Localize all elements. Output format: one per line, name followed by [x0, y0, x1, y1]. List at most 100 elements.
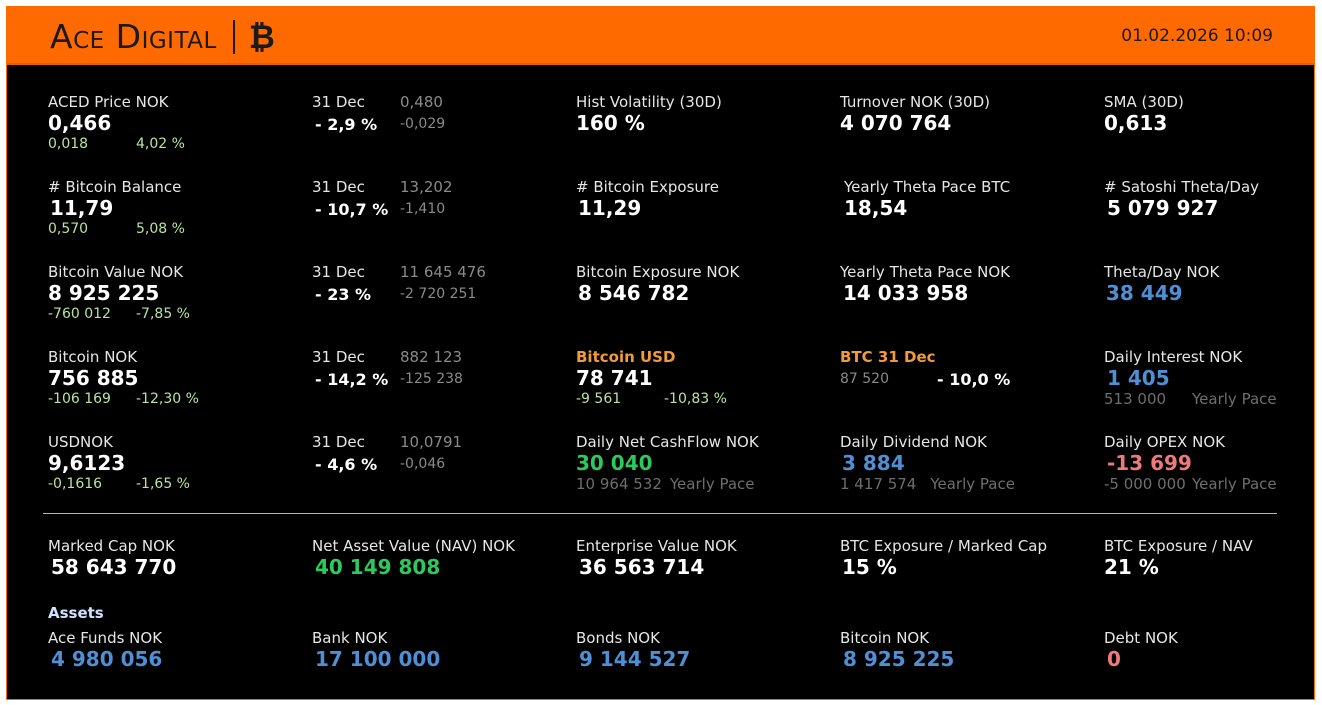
- btc-31dec-cell: BTC 31 Dec 87 520 - 10,0 %: [840, 348, 1010, 389]
- debt-cell: Debt NOK 0: [1104, 629, 1178, 671]
- btc-balance-ref-label: 31 Dec: [312, 178, 365, 196]
- assets-title: Assets: [48, 604, 104, 622]
- btc-value-ref-cell: 31 Dec 11 645 476 - 23 % -2 720 251: [312, 263, 486, 304]
- daily-opex-yearly-label: Yearly Pace: [1192, 475, 1277, 493]
- nav-cell: Net Asset Value (NAV) NOK 40 149 808: [312, 537, 515, 579]
- usdnok-ref-cell: 31 Dec 10,0791 - 4,6 % -0,046: [312, 433, 462, 474]
- dashboard-frame: Ace Digital ₿ 01.02.2026 10:09 ACED Pric…: [6, 6, 1315, 700]
- btc-value-label: Bitcoin Value NOK: [48, 263, 184, 281]
- exp-mcap-value: 15 %: [842, 555, 897, 579]
- btc-31dec-value: 87 520: [840, 371, 889, 387]
- bank-value: 17 100 000: [315, 647, 441, 671]
- daily-opex-value: -13 699: [1107, 451, 1192, 475]
- bonds-value: 9 144 527: [579, 647, 691, 671]
- ev-cell: Enterprise Value NOK 36 563 714: [576, 537, 737, 579]
- bitcoin-asset-label: Bitcoin NOK: [840, 629, 930, 647]
- satoshi-label: # Satoshi Theta/Day: [1104, 178, 1260, 196]
- btc-usd-cell: Bitcoin USD 78 741 -9 561 -10,83 %: [576, 348, 727, 408]
- btc-31dec-pct: - 10,0 %: [937, 370, 1011, 389]
- aced-ref-pct: - 2,9 %: [315, 115, 378, 134]
- market-cap-value: 58 643 770: [51, 555, 177, 579]
- btc-balance-value: 11,79: [50, 196, 114, 220]
- btc-nok-ref-pct: - 14,2 %: [315, 370, 389, 389]
- daily-dividend-yearly: 1 417 574: [840, 475, 917, 493]
- aced-ref-cell: 31 Dec 0,480 - 2,9 % -0,029: [312, 93, 445, 134]
- exp-mcap-label: BTC Exposure / Marked Cap: [840, 537, 1048, 555]
- usdnok-change: -0,1616: [48, 476, 103, 492]
- daily-interest-yearly: 513 000: [1104, 390, 1167, 408]
- theta-btc-value: 18,54: [844, 196, 908, 220]
- daily-cashflow-yearly: 10 964 532: [576, 475, 662, 493]
- theta-day-value: 38 449: [1106, 281, 1183, 305]
- btc-usd-value: 78 741: [576, 366, 653, 390]
- brand-logo: Ace Digital ₿: [50, 17, 275, 56]
- daily-dividend-label: Daily Dividend NOK: [840, 433, 987, 451]
- theta-nok-value: 14 033 958: [843, 281, 969, 305]
- btc-value-ref-label: 31 Dec: [312, 263, 365, 281]
- usdnok-ref-pct: - 4,6 %: [315, 455, 378, 474]
- btc-usd-change-pct: -10,83 %: [664, 391, 727, 407]
- btc-value-ref-pct: - 23 %: [315, 285, 372, 304]
- brand-separator: [232, 20, 235, 54]
- daily-opex-yearly: -5 000 000: [1104, 475, 1186, 493]
- daily-interest-cell: Daily Interest NOK 1 405 513 000 Yearly P…: [1104, 348, 1277, 408]
- aced-price-value: 0,466: [48, 111, 112, 135]
- aced-ref-label: 31 Dec: [312, 93, 365, 111]
- daily-cashflow-value: 30 040: [576, 451, 653, 475]
- usdnok-value: 9,6123: [48, 451, 126, 475]
- sma-label: SMA (30D): [1104, 93, 1184, 111]
- bitcoin-asset-cell: Bitcoin NOK 8 925 225: [840, 629, 954, 671]
- bitcoin-icon: ₿: [248, 18, 275, 56]
- bonds-cell: Bonds NOK 9 144 527: [576, 629, 690, 671]
- daily-dividend-value: 3 884: [842, 451, 905, 475]
- btc-exposure-nok-value: 8 546 782: [578, 281, 690, 305]
- usdnok-change-pct: -1,65 %: [136, 476, 190, 492]
- btc-nok-cell: Bitcoin NOK 756 885 -106 169 -12,30 %: [48, 348, 199, 408]
- btc-nok-label: Bitcoin NOK: [48, 348, 138, 366]
- theta-day-label: Theta/Day NOK: [1104, 263, 1220, 281]
- exp-nav-value: 21 %: [1104, 555, 1159, 579]
- btc-nok-change-pct: -12,30 %: [136, 391, 199, 407]
- nav-label: Net Asset Value (NAV) NOK: [312, 537, 515, 555]
- bank-label: Bank NOK: [312, 629, 388, 647]
- exp-nav-label: BTC Exposure / NAV: [1104, 537, 1253, 555]
- usdnok-cell: USDNOK 9,6123 -0,1616 -1,65 %: [48, 433, 190, 493]
- brand-name: Ace Digital: [50, 17, 217, 56]
- bonds-label: Bonds NOK: [576, 629, 660, 647]
- daily-dividend-cell: Daily Dividend NOK 3 884 1 417 574 Yearly…: [840, 433, 1015, 493]
- debt-label: Debt NOK: [1104, 629, 1178, 647]
- hist-vol-cell: Hist Volatility (30D) 160 %: [576, 93, 722, 135]
- btc-nok-ref-value: 882 123: [400, 348, 463, 366]
- btc-balance-label: # Bitcoin Balance: [48, 178, 182, 196]
- aced-price-change-pct: 4,02 %: [136, 136, 185, 152]
- btc-nok-change: -106 169: [48, 391, 111, 407]
- daily-cashflow-cell: Daily Net CashFlow NOK 30 040 10 964 532…: [576, 433, 759, 493]
- theta-nok-cell: Yearly Theta Pace NOK 14 033 958: [840, 263, 1010, 305]
- header-datetime: 01.02.2026 10:09: [1121, 26, 1273, 46]
- exp-mcap-cell: BTC Exposure / Marked Cap 15 %: [840, 537, 1047, 579]
- bitcoin-asset-value: 8 925 225: [843, 647, 955, 671]
- btc-value-change: -760 012: [48, 306, 111, 322]
- turnover-value: 4 070 764: [840, 111, 952, 135]
- ace-funds-value: 4 980 056: [51, 647, 163, 671]
- usdnok-ref-value: 10,0791: [400, 433, 463, 451]
- usdnok-ref-label: 31 Dec: [312, 433, 365, 451]
- btc-exposure-nok-label: Bitcoin Exposure NOK: [576, 263, 740, 281]
- btc-nok-ref-cell: 31 Dec 882 123 - 14,2 % -125 238: [312, 348, 463, 389]
- btc-balance-ref-pct: - 10,7 %: [315, 200, 389, 219]
- btc-balance-ref-value: 13,202: [400, 178, 453, 196]
- ev-value: 36 563 714: [579, 555, 705, 579]
- aced-price-cell: ACED Price NOK 0,466 0,018 4,02 %: [48, 93, 185, 153]
- btc-31dec-label: BTC 31 Dec: [840, 348, 936, 366]
- btc-balance-ref-cell: 31 Dec 13,202 - 10,7 % -1,410: [312, 178, 453, 219]
- ace-funds-cell: Ace Funds NOK 4 980 056: [48, 629, 162, 671]
- theta-day-cell: Theta/Day NOK 38 449: [1104, 263, 1219, 305]
- btc-balance-change-pct: 5,08 %: [136, 221, 185, 237]
- section-divider: [43, 513, 1277, 514]
- btc-exposure-cell: # Bitcoin Exposure 11,29: [576, 178, 719, 220]
- usdnok-ref-change: -0,046: [400, 456, 446, 472]
- btc-value-value: 8 925 225: [48, 281, 160, 305]
- hist-vol-label: Hist Volatility (30D): [576, 93, 722, 111]
- exp-nav-cell: BTC Exposure / NAV 21 %: [1104, 537, 1253, 579]
- ev-label: Enterprise Value NOK: [576, 537, 737, 555]
